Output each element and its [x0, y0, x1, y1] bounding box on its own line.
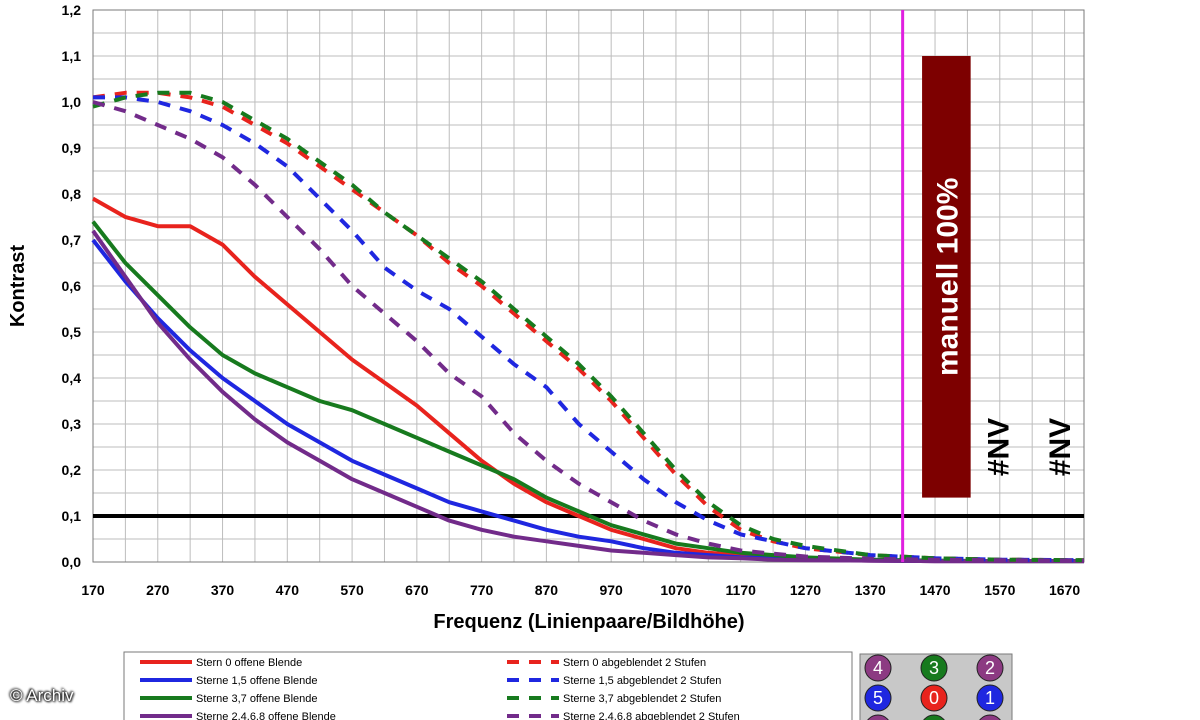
- y-tick-label: 1,0: [62, 94, 82, 110]
- position-badge-number: 4: [873, 658, 883, 678]
- y-tick-label: 0,0: [62, 554, 82, 570]
- x-tick-label: 1170: [726, 582, 757, 598]
- legend-box: [123, 651, 853, 720]
- x-tick-label: 270: [146, 582, 170, 598]
- position-badge-number: 0: [929, 688, 939, 708]
- x-tick-label: 770: [470, 582, 494, 598]
- y-axis-title: Kontrast: [7, 245, 29, 328]
- x-tick-labels: 170 270 370 470 570 670 770 870 970 1070 1170 1270 1…: [81, 582, 1080, 598]
- legend-label: Sterne 2,4,6,8 abgeblendet 2 Stufen: [563, 711, 740, 720]
- series-line-4: [91, 229, 1084, 564]
- x-tick-label: 1270: [790, 582, 821, 598]
- x-tick-label: 1070: [660, 582, 691, 598]
- y-tick-labels: 0,0 0,1 0,2 0,3 0,4 0,5 0,6 0,7 0,8 0,9 1,0 1,1 1,2: [62, 2, 82, 570]
- legend-label: Stern 0 abgeblendet 2 Stufen: [563, 657, 706, 669]
- y-tick-label: 1,2: [62, 2, 82, 18]
- y-tick-label: 0,5: [62, 324, 82, 340]
- bar-label: manuell 100%: [931, 178, 964, 376]
- x-tick-label: 1570: [984, 582, 1015, 598]
- plot-area: [92, 9, 1085, 563]
- y-tick-label: 1,1: [62, 48, 82, 64]
- x-tick-label: 970: [599, 582, 623, 598]
- legend-label: Sterne 3,7 abgeblendet 2 Stufen: [563, 693, 721, 705]
- x-tick-label: 170: [81, 582, 105, 598]
- plot-frame: [92, 9, 1085, 563]
- y-tick-label: 0,7: [62, 232, 82, 248]
- x-tick-label: 470: [276, 582, 300, 598]
- x-tick-label: 670: [405, 582, 429, 598]
- x-tick-label: 1470: [919, 582, 950, 598]
- watermark-text: © Archiv: [10, 686, 74, 705]
- bars-group: manuell 100%: [922, 56, 971, 498]
- position-badge: [920, 684, 948, 712]
- position-badge: [976, 654, 1004, 682]
- nv-labels-group: #NV #NV: [983, 418, 1078, 476]
- x-axis-title: Frequenz (Linienpaare/Bildhöhe): [433, 611, 744, 633]
- legend-label: Stern 0 offene Blende: [196, 657, 302, 669]
- x-tick-label: 870: [535, 582, 559, 598]
- legend-label: Sterne 2,4,6,8 offene Blende: [196, 711, 336, 720]
- y-tick-label: 0,9: [62, 140, 82, 156]
- series-line-8: [92, 100, 1085, 563]
- x-tick-label: 570: [340, 582, 364, 598]
- series-line-7: [92, 90, 1085, 563]
- position-badge-number: 5: [873, 688, 883, 708]
- legend-label: Sterne 1,5 offene Blende: [196, 675, 318, 687]
- y-tick-label: 0,2: [62, 462, 82, 478]
- position-badge-number: 1: [985, 688, 995, 708]
- x-tick-label: 370: [211, 582, 235, 598]
- position-badge: [920, 654, 948, 682]
- position-badges: 4 3 2 5 0 1: [859, 653, 1013, 720]
- position-badge-number: 2: [985, 658, 995, 678]
- y-tick-label: 0,8: [62, 186, 82, 202]
- series-line-3: [91, 220, 1084, 564]
- legend-label: Sterne 1,5 abgeblendet 2 Stufen: [563, 675, 721, 687]
- x-tick-label: 1370: [855, 582, 886, 598]
- bar-manuell: [922, 56, 971, 498]
- nv-label-2: #NV: [1044, 418, 1077, 476]
- y-tick-label: 0,1: [62, 508, 82, 524]
- x-tick-label: 1670: [1049, 582, 1080, 598]
- position-badge-partial: [923, 714, 945, 720]
- legend: Stern 0 offene Blende Sterne 1,5 offene B…: [123, 651, 853, 720]
- series-group: [91, 90, 1085, 564]
- position-badge: [864, 654, 892, 682]
- position-badge: [976, 684, 1004, 712]
- series-line-5: [92, 90, 1085, 563]
- position-badge-partial: [979, 714, 1001, 720]
- y-tick-label: 0,4: [62, 370, 82, 386]
- nv-label-1: #NV: [983, 418, 1016, 476]
- position-badge: [864, 684, 892, 712]
- series-line-6: [93, 95, 1085, 563]
- position-badge-partial: [867, 714, 889, 720]
- y-tick-label: 0,3: [62, 416, 82, 432]
- position-badge-number: 3: [929, 658, 939, 678]
- y-tick-label: 0,6: [62, 278, 82, 294]
- legend-label: Sterne 3,7 offene Blende: [196, 693, 318, 705]
